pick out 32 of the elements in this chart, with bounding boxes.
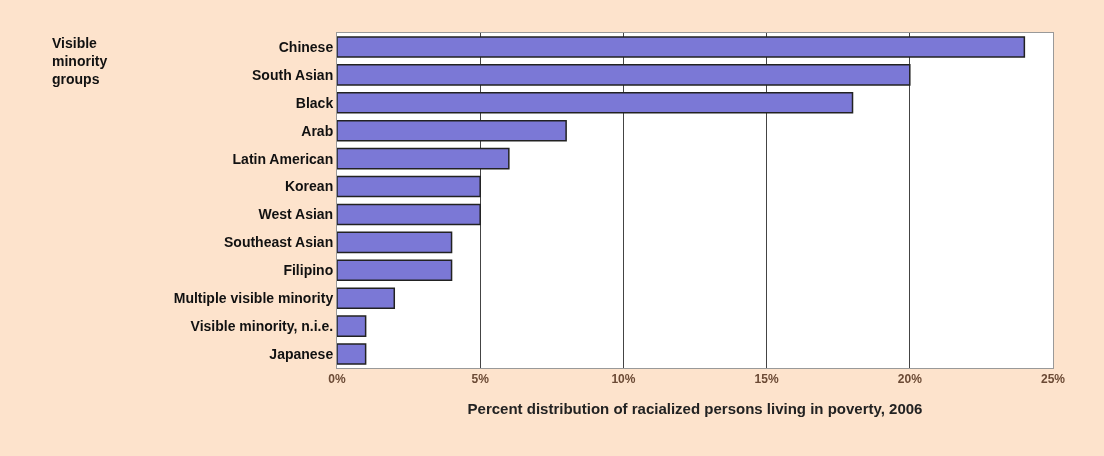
bar <box>337 36 1026 58</box>
x-tick-label: 25% <box>1040 372 1066 387</box>
bar <box>337 91 854 114</box>
y-tick-label: Southeast Asian <box>224 234 334 251</box>
y-tick-label: Japanese <box>269 345 334 362</box>
bar <box>337 64 911 86</box>
y-tick-label: Black <box>295 94 334 111</box>
x-tick-label: 5% <box>471 372 490 387</box>
x-tick-label: 10% <box>611 372 636 387</box>
x-axis-title: Percent distribution of racialized persons living in poverty, 2006 <box>467 400 923 418</box>
y-tick-label: South Asian <box>252 66 334 83</box>
y-tick-label: Arab <box>301 122 334 139</box>
x-tick-label: 0% <box>328 372 346 387</box>
bar <box>337 147 510 170</box>
y-tick-label: Filipino <box>283 262 334 279</box>
y-tick-label: Multiple visible minority <box>173 290 334 307</box>
y-axis-title: Visible minority groups <box>52 35 108 88</box>
x-tick-label: 15% <box>754 372 779 387</box>
bar <box>337 315 367 337</box>
y-tick-label: Chinese <box>278 38 334 55</box>
y-tick-label: West Asian <box>258 206 334 223</box>
bar <box>337 287 396 310</box>
y-tick-label: Visible minority, n.i.e. <box>190 318 334 335</box>
bar <box>337 231 453 254</box>
bar <box>337 259 453 282</box>
x-tick-label: 20% <box>897 372 923 387</box>
bar <box>337 203 481 226</box>
y-tick-label: Latin American <box>232 150 334 167</box>
bar <box>337 119 567 142</box>
bar <box>337 175 481 198</box>
y-tick-label: Korean <box>284 178 334 195</box>
bar <box>337 343 367 365</box>
